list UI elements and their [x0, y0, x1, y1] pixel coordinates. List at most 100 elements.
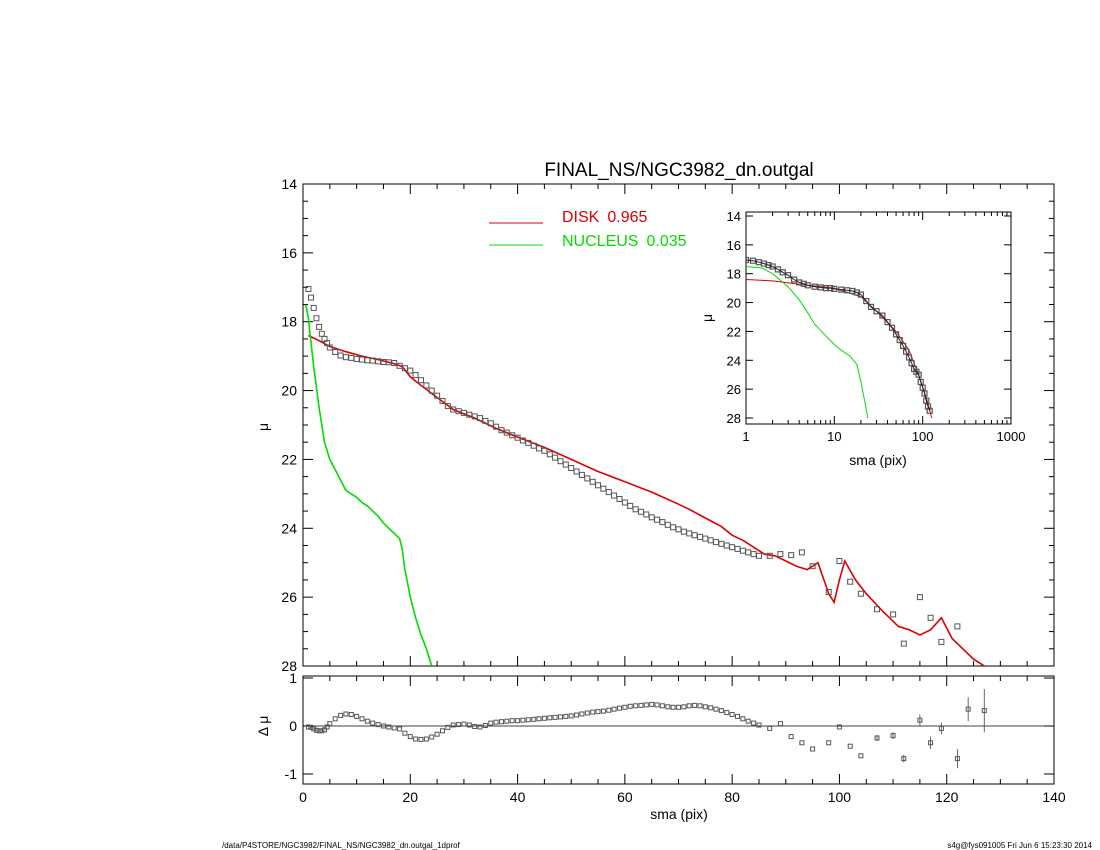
residual-point: [525, 717, 531, 723]
main-data-point: [836, 558, 843, 564]
main-data-point: [589, 478, 596, 485]
main-data-point: [305, 286, 312, 292]
main-data-point: [702, 535, 709, 542]
inset-data-trace: [746, 259, 931, 411]
residual-point: [702, 704, 708, 710]
main-data-point: [337, 352, 344, 359]
residual-point: [917, 717, 923, 723]
residual-point: [359, 716, 365, 722]
main-data-point: [353, 355, 360, 362]
main-data-point: [423, 382, 430, 389]
residual-point: [659, 703, 665, 709]
inset-y-tick-label: 20: [727, 296, 741, 311]
main-data-point: [648, 514, 655, 521]
residual-point: [756, 722, 762, 728]
residual-point: [509, 718, 515, 724]
residual-point: [327, 721, 333, 727]
residual-point: [568, 713, 574, 719]
inset-data-point: [924, 403, 932, 410]
residual-point: [874, 735, 880, 741]
residual-point: [686, 703, 692, 709]
main-data-point: [313, 315, 320, 322]
inset-data-point: [917, 378, 924, 385]
legend-disk-label: DISK 0.965: [562, 209, 647, 226]
main-data-point: [493, 423, 500, 430]
main-data-point: [697, 533, 703, 540]
main-data-point: [745, 549, 752, 556]
residual-point: [810, 746, 816, 752]
x-tick-label: 40: [510, 789, 526, 805]
main-data-point: [584, 475, 591, 482]
x-tick-label: 140: [1042, 789, 1066, 805]
main-data-point: [611, 492, 618, 499]
legend-nucleus-label: NUCLEUS 0.035: [562, 233, 687, 250]
residual-point: [319, 728, 325, 734]
residual-point: [697, 703, 703, 709]
residual-point: [606, 707, 612, 713]
main-data-point: [713, 539, 719, 546]
residual-point: [692, 702, 698, 708]
residual-point: [311, 726, 317, 732]
main-data-point: [310, 304, 317, 311]
residual-point: [493, 719, 499, 725]
residual-point: [445, 724, 451, 730]
inset-x-tick-label: 1000: [997, 429, 1026, 444]
inset-data-point: [888, 324, 896, 331]
residual-point: [332, 716, 338, 722]
residual-point: [724, 710, 730, 716]
residual-point: [322, 727, 327, 733]
residual-y-axis-title: Δ μ: [255, 716, 271, 737]
residual-point: [751, 720, 757, 726]
main-data-point: [664, 521, 671, 528]
residual-y-tick-label: -1: [285, 766, 298, 782]
inset-x-tick-label: 1: [742, 429, 749, 444]
residual-point: [890, 733, 896, 739]
x-axis-title: sma (pix): [650, 806, 708, 822]
residual-point: [836, 724, 842, 730]
residual-point: [434, 731, 440, 737]
main-data-point: [680, 528, 687, 535]
main-data-point: [418, 377, 424, 384]
main-data-point: [562, 461, 569, 468]
residual-point: [482, 723, 488, 728]
residual-point: [826, 740, 832, 746]
residual-point: [386, 724, 392, 730]
main-data-point: [412, 372, 419, 379]
residual-point: [461, 721, 467, 727]
residual-point: [338, 712, 344, 718]
main-data-point: [659, 519, 666, 526]
main-data-point: [487, 420, 494, 427]
inset-line-nucleus: [746, 266, 869, 419]
inset-data-point: [879, 312, 886, 319]
main-data-point: [691, 532, 698, 539]
main-y-axis: 14 16 18 20 22 24 26 28: [281, 176, 1055, 674]
inset-data-point: [892, 331, 900, 338]
residual-series: [305, 689, 987, 769]
inset-data-point: [800, 280, 807, 287]
main-data-point: [326, 344, 333, 351]
main-data-point: [890, 611, 897, 618]
residual-point: [370, 720, 376, 726]
inset-log-panel: 14 16 18 20 22 24 26 281 10 100 1000 μ sma (pix): [699, 209, 1025, 468]
inset-y-tick-label: 24: [727, 353, 741, 368]
residual-point: [541, 715, 547, 721]
residual-point: [477, 724, 483, 730]
main-data-point: [541, 447, 548, 454]
main-data-point: [546, 451, 553, 458]
main-data-point: [777, 551, 784, 558]
residual-point: [402, 730, 408, 736]
main-data-point: [439, 397, 446, 404]
main-data-point: [825, 589, 832, 595]
main-y-tick-label: 20: [281, 383, 297, 399]
main-data-point: [707, 537, 714, 544]
inset-y-tick-label: 28: [727, 411, 741, 426]
residual-point: [348, 712, 354, 717]
main-data-point: [342, 354, 349, 361]
residual-point: [536, 716, 542, 722]
residual-point: [504, 718, 510, 724]
inset-data-point: [884, 319, 891, 326]
residual-point: [713, 706, 719, 712]
main-data-point: [638, 508, 644, 515]
residual-point: [600, 708, 606, 714]
main-data-point: [557, 458, 564, 465]
